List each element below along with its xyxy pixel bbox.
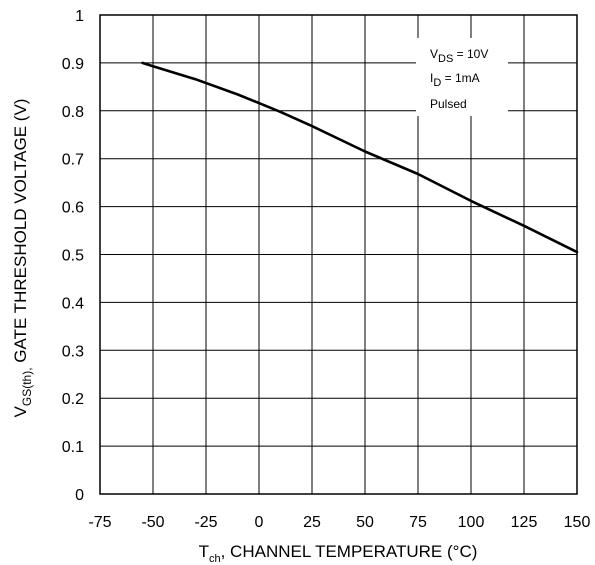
x-tick-label: -75 xyxy=(88,514,111,531)
x-tick-label: 0 xyxy=(255,514,264,531)
x-tick-label: -25 xyxy=(194,514,217,531)
y-tick-label: 0.1 xyxy=(62,439,84,456)
x-tick-label: -50 xyxy=(141,514,164,531)
y-tick-label: 0 xyxy=(75,487,84,504)
vth-curve-line xyxy=(141,61,579,254)
y-tick-label: 0.8 xyxy=(62,104,84,121)
y-tick-label: 0.4 xyxy=(62,295,84,312)
y-tick-label: 0.9 xyxy=(62,56,84,73)
y-tick-label: 1 xyxy=(75,8,84,25)
x-tick-label: 100 xyxy=(458,514,485,531)
x-tick-label: 25 xyxy=(303,514,321,531)
x-tick-label: 150 xyxy=(564,514,591,531)
y-tick-label: 0.6 xyxy=(62,200,84,217)
annotation-vds: VDS = 10V xyxy=(430,47,488,65)
y-tick-label: 0.3 xyxy=(62,343,84,360)
y-axis-title: VGS(th), GATE THRESHOLD VOLTAGE (V) xyxy=(11,99,34,418)
x-tick-labels: -75 -50 -25 0 25 50 75 100 125 150 xyxy=(88,514,590,531)
y-tick-label: 0.7 xyxy=(62,152,84,169)
y-tick-label: 0.2 xyxy=(62,391,84,408)
x-tick-label: 50 xyxy=(356,514,374,531)
x-tick-label: 125 xyxy=(511,514,538,531)
annotation-pulsed: Pulsed xyxy=(430,97,467,111)
x-tick-label: 75 xyxy=(409,514,427,531)
y-tick-label: 0.5 xyxy=(62,248,84,265)
conditions-annotation: VDS = 10V ID = 1mA Pulsed xyxy=(416,38,508,116)
plot-frame xyxy=(99,14,578,495)
annotation-id: ID = 1mA xyxy=(430,71,480,89)
annotation-background xyxy=(416,38,508,116)
x-axis-title: Tch, CHANNEL TEMPERATURE (°C) xyxy=(199,542,478,565)
y-tick-labels: 0 0.1 0.2 0.3 0.4 0.5 0.6 0.7 0.8 0.9 1 xyxy=(62,8,84,504)
